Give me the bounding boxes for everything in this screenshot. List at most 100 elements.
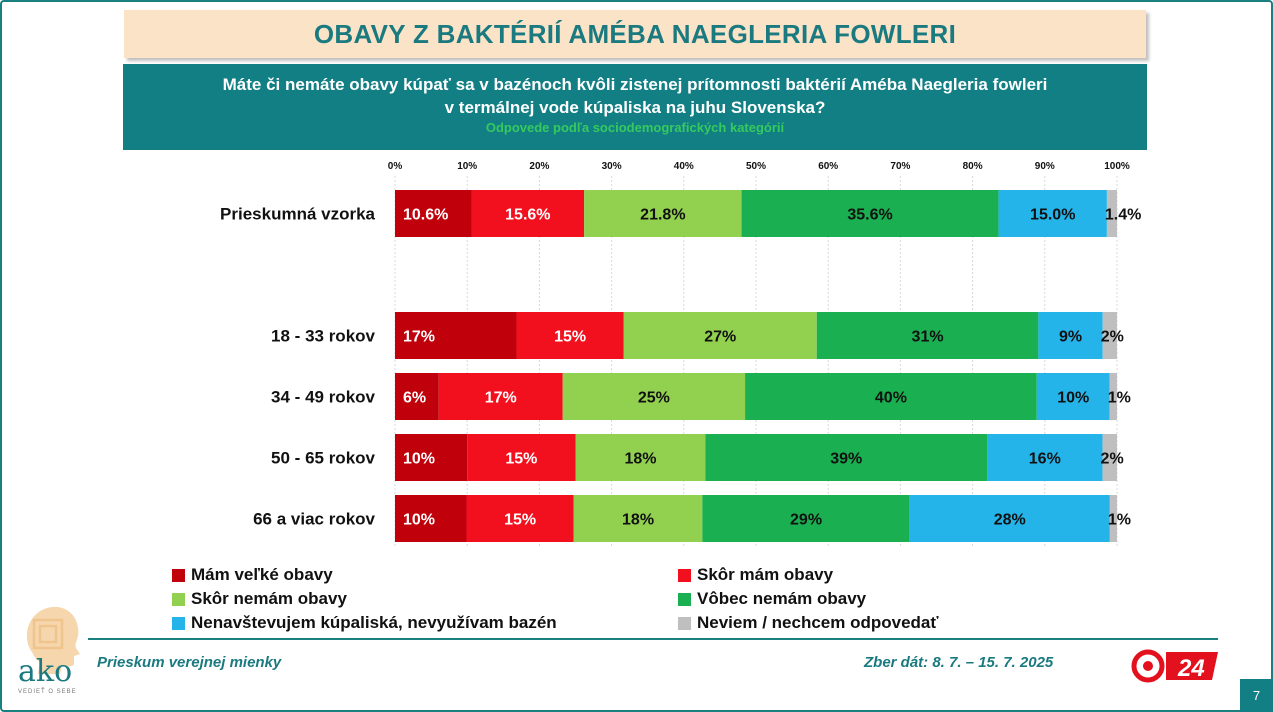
data-label: 27% bbox=[704, 329, 736, 346]
bar-segment bbox=[466, 495, 574, 542]
question-line-1: Máte či nemáte obavy kúpať sa v bazénoch… bbox=[222, 75, 1048, 94]
legend-item: Nenavštevujem kúpaliská, nevyužívam bazé… bbox=[172, 612, 557, 634]
bar-segment bbox=[1109, 373, 1117, 420]
data-label: 2% bbox=[1101, 329, 1124, 346]
data-label: 9% bbox=[1059, 329, 1082, 346]
footer-collection-date: Zber dát: 8. 7. – 15. 7. 2025 bbox=[864, 654, 1054, 671]
ako-logo-text: ako bbox=[18, 654, 73, 689]
data-label: 15% bbox=[504, 512, 536, 529]
question-subtitle: Odpovede podľa sociodemografických kateg… bbox=[485, 120, 785, 135]
bar-segment bbox=[395, 373, 439, 420]
bar-segment bbox=[1036, 373, 1110, 420]
legend-label: Skôr mám obavy bbox=[697, 565, 834, 584]
bar-segment bbox=[1102, 312, 1117, 359]
data-label: 29% bbox=[790, 512, 822, 529]
data-label: 17% bbox=[485, 390, 517, 407]
data-label: 35.6% bbox=[847, 207, 892, 224]
x-tick-label: 0% bbox=[388, 161, 403, 172]
page-number: 7 bbox=[1240, 679, 1273, 712]
bar-segment bbox=[998, 190, 1107, 237]
data-label: 15.0% bbox=[1030, 207, 1075, 224]
x-tick-label: 20% bbox=[529, 161, 549, 172]
bar-segment bbox=[562, 373, 746, 420]
legend-label: Vôbec nemám obavy bbox=[697, 589, 867, 608]
data-label: 1.4% bbox=[1105, 207, 1141, 224]
data-label: 18% bbox=[624, 451, 656, 468]
legend-item: Mám veľké obavy bbox=[172, 564, 333, 586]
category-label: 18 - 33 rokov bbox=[271, 327, 375, 346]
data-label: 16% bbox=[1029, 451, 1061, 468]
bar-segment bbox=[745, 373, 1037, 420]
ako-logo-tagline: VEDIEŤ O SEBE bbox=[18, 689, 77, 695]
data-label: 40% bbox=[875, 390, 907, 407]
x-tick-label: 50% bbox=[746, 161, 766, 172]
bar-segment bbox=[516, 312, 624, 359]
legend-swatch bbox=[678, 568, 691, 582]
data-label: 28% bbox=[994, 512, 1026, 529]
legend-item: Skôr mám obavy bbox=[678, 564, 833, 586]
bar-segment bbox=[395, 312, 517, 359]
bar-segment bbox=[1038, 312, 1103, 359]
bar-segment bbox=[741, 190, 999, 237]
bar-segment bbox=[438, 373, 563, 420]
bar-segment bbox=[395, 190, 472, 237]
tv-24-logo-text: 24 bbox=[1177, 655, 1205, 682]
category-label: 66 a viac rokov bbox=[253, 510, 375, 529]
x-tick-label: 90% bbox=[1035, 161, 1055, 172]
bar-segment bbox=[584, 190, 742, 237]
data-label: 10.6% bbox=[403, 207, 448, 224]
data-label: 31% bbox=[912, 329, 944, 346]
bar-segment bbox=[573, 495, 703, 542]
data-label: 6% bbox=[403, 390, 426, 407]
data-label: 10% bbox=[1057, 390, 1089, 407]
question-line-2: v termálnej vode kúpaliska na juhu Slove… bbox=[444, 98, 826, 117]
bar-segment bbox=[395, 434, 468, 481]
question-banner: Máte či nemáte obavy kúpať sa v bazénoch… bbox=[123, 64, 1147, 150]
x-tick-label: 30% bbox=[602, 161, 622, 172]
bar-segment bbox=[575, 434, 706, 481]
slide-title: OBAVY Z BAKTÉRIÍ AMÉBA NAEGLERIA FOWLERI bbox=[313, 18, 957, 49]
x-tick-label: 40% bbox=[674, 161, 694, 172]
legend-label: Skôr nemám obavy bbox=[191, 589, 347, 608]
data-label: 10% bbox=[403, 512, 435, 529]
x-tick-label: 10% bbox=[457, 161, 477, 172]
data-label: 15% bbox=[554, 329, 586, 346]
legend-swatch bbox=[678, 592, 691, 606]
footer-survey-label: Prieskum verejnej mienky bbox=[97, 654, 282, 671]
bar-segment bbox=[702, 495, 910, 542]
category-label: 34 - 49 rokov bbox=[271, 388, 375, 407]
bar-segment bbox=[1106, 190, 1117, 237]
footer-divider bbox=[88, 638, 1218, 640]
legend-swatch bbox=[172, 568, 185, 582]
data-label: 10% bbox=[403, 451, 435, 468]
bar-segment bbox=[471, 190, 585, 237]
bar-segment bbox=[816, 312, 1039, 359]
bar-segment bbox=[1102, 434, 1117, 481]
data-label: 17% bbox=[403, 329, 435, 346]
bar-segment bbox=[1109, 495, 1117, 542]
x-tick-label: 60% bbox=[818, 161, 838, 172]
x-tick-label: 100% bbox=[1104, 161, 1130, 172]
legend-swatch bbox=[172, 616, 185, 630]
bar-segment bbox=[909, 495, 1110, 542]
data-label: 25% bbox=[638, 390, 670, 407]
legend-item: Neviem / nechcem odpovedať bbox=[678, 612, 939, 634]
legend-label: Nenavštevujem kúpaliská, nevyužívam bazé… bbox=[191, 613, 557, 632]
category-label: 50 - 65 rokov bbox=[271, 449, 375, 468]
data-label: 2% bbox=[1101, 451, 1124, 468]
data-label: 15.6% bbox=[505, 207, 550, 224]
stacked-bar-chart: 0% 10% 20% 30% 40% 50% 60% 70% 80% 90% 100% Priesku… bbox=[220, 161, 1141, 548]
data-label: 18% bbox=[622, 512, 654, 529]
title-banner: OBAVY Z BAKTÉRIÍ AMÉBA NAEGLERIA FOWLERI bbox=[124, 10, 1146, 58]
legend-label: Neviem / nechcem odpovedať bbox=[697, 613, 939, 632]
data-label: 1% bbox=[1108, 390, 1131, 407]
category-label: Prieskumná vzorka bbox=[220, 205, 376, 224]
ako-logo-icon bbox=[26, 606, 81, 674]
legend-label: Mám veľké obavy bbox=[191, 565, 333, 584]
bar-segment bbox=[467, 434, 576, 481]
legend-swatch bbox=[172, 592, 185, 606]
legend-item: Vôbec nemám obavy bbox=[678, 588, 866, 610]
data-label: 39% bbox=[830, 451, 862, 468]
legend-swatch bbox=[678, 616, 691, 630]
